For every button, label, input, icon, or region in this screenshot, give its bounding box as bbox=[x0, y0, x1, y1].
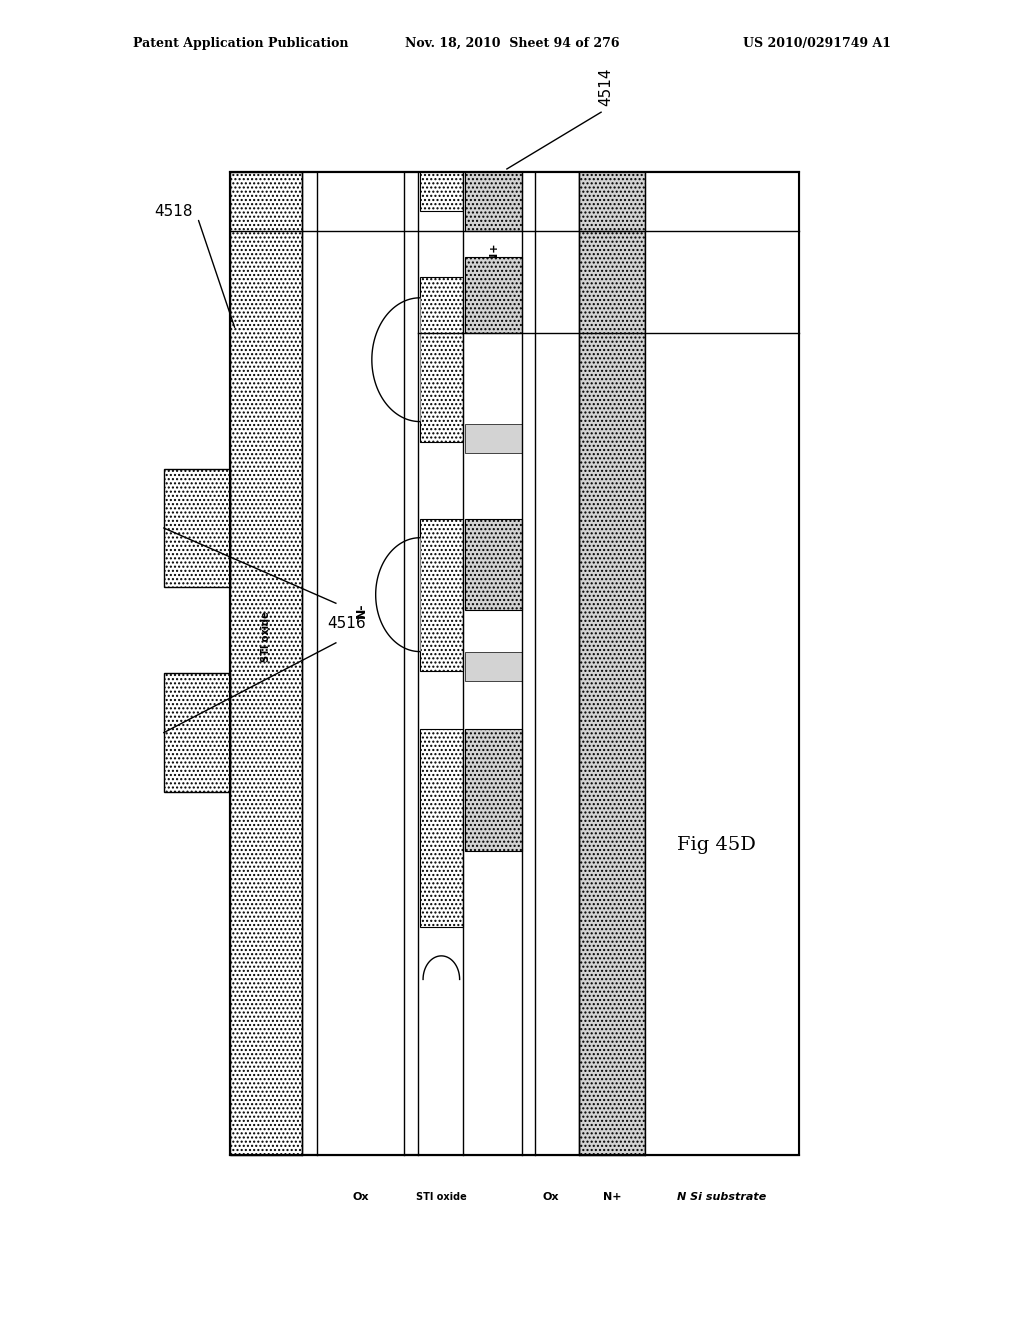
Bar bbox=[317, 172, 404, 1155]
Text: Patent Application Publication: Patent Application Publication bbox=[133, 37, 348, 50]
Bar bbox=[579, 172, 645, 1155]
Bar bbox=[420, 519, 463, 671]
Text: N+: N+ bbox=[488, 243, 499, 261]
Text: N Si substrate: N Si substrate bbox=[677, 1192, 767, 1203]
Bar bbox=[420, 277, 463, 442]
Text: 4516: 4516 bbox=[328, 615, 367, 631]
Text: STI oxide: STI oxide bbox=[416, 1192, 467, 1203]
Bar bbox=[535, 172, 579, 1155]
Text: N-: N- bbox=[354, 603, 368, 618]
Text: Nov. 18, 2010  Sheet 94 of 276: Nov. 18, 2010 Sheet 94 of 276 bbox=[404, 37, 620, 50]
Bar bbox=[522, 172, 535, 1155]
Text: 4514: 4514 bbox=[599, 67, 613, 106]
Polygon shape bbox=[376, 537, 420, 652]
Bar bbox=[579, 172, 645, 231]
Bar bbox=[465, 172, 522, 231]
Bar bbox=[465, 652, 522, 681]
Bar bbox=[420, 172, 463, 1155]
Bar bbox=[465, 172, 522, 1155]
Text: Ox: Ox bbox=[352, 1192, 370, 1203]
Bar bbox=[645, 172, 799, 1155]
Bar bbox=[420, 729, 463, 927]
Text: 4518: 4518 bbox=[154, 203, 193, 219]
Polygon shape bbox=[372, 298, 420, 421]
Text: N+: N+ bbox=[488, 784, 499, 803]
Bar bbox=[420, 172, 463, 211]
Bar bbox=[164, 469, 230, 587]
Bar bbox=[230, 172, 799, 1155]
Bar bbox=[230, 172, 302, 1155]
Text: STI oxide: STI oxide bbox=[261, 611, 271, 663]
Text: Fig 45D: Fig 45D bbox=[677, 836, 757, 854]
Bar bbox=[465, 424, 522, 453]
Bar bbox=[465, 729, 522, 851]
Bar bbox=[164, 673, 230, 792]
Bar bbox=[230, 172, 799, 1155]
Bar bbox=[579, 172, 645, 1155]
Text: N+: N+ bbox=[602, 1192, 622, 1203]
Text: US 2010/0291749 A1: US 2010/0291749 A1 bbox=[742, 37, 891, 50]
Bar bbox=[465, 257, 522, 333]
Text: Ox: Ox bbox=[542, 1192, 559, 1203]
Bar bbox=[465, 519, 522, 610]
